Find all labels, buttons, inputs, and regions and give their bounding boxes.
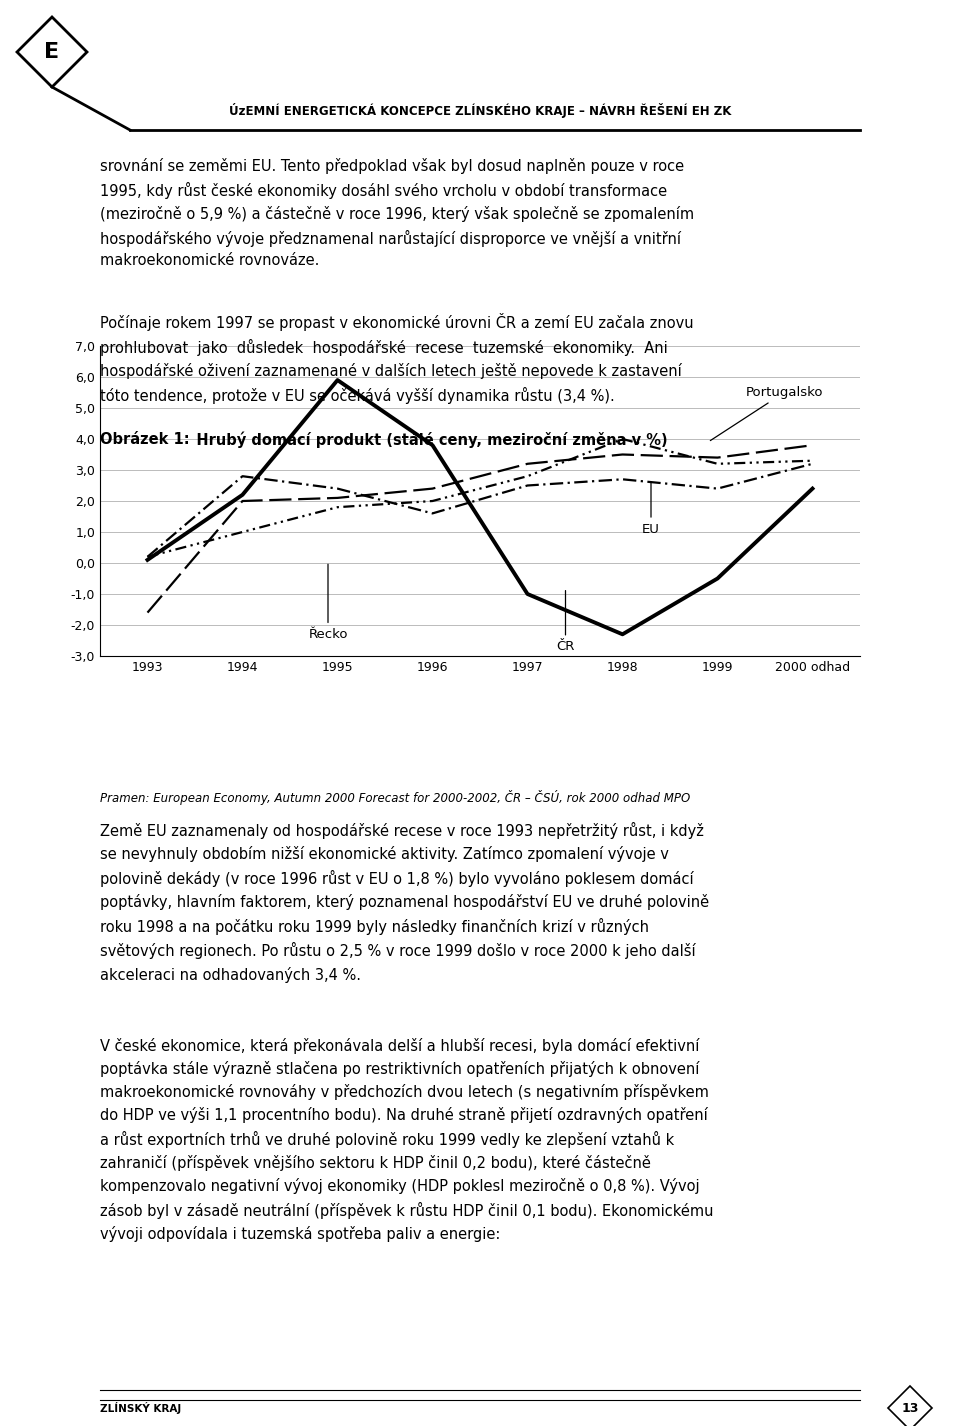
Text: srovnání se zeměmi EU. Tento předpoklad však byl dosud naplněn pouze v roce
1995: srovnání se zeměmi EU. Tento předpoklad … bbox=[100, 158, 694, 268]
Text: ÚzEMNÍ ENERGETICKÁ KONCEPCE ZLÍNSKÉHO KRAJE – NÁVRH ŘEŠENÍ EH ZK: ÚzEMNÍ ENERGETICKÁ KONCEPCE ZLÍNSKÉHO KR… bbox=[228, 103, 732, 118]
Polygon shape bbox=[888, 1386, 932, 1426]
Text: Řecko: Řecko bbox=[308, 565, 348, 642]
Text: Země EU zaznamenaly od hospodářské recese v roce 1993 nepřetržitý růst, i když
s: Země EU zaznamenaly od hospodářské reces… bbox=[100, 821, 709, 983]
Text: Obrázek 1:: Obrázek 1: bbox=[100, 432, 189, 446]
Text: Portugalsko: Portugalsko bbox=[710, 385, 824, 441]
Text: ČR: ČR bbox=[556, 590, 575, 653]
Polygon shape bbox=[17, 17, 87, 87]
Text: V české ekonomice, která překonávala delší a hlubší recesi, byla domácí efektivn: V české ekonomice, která překonávala del… bbox=[100, 1038, 713, 1242]
Text: E: E bbox=[44, 41, 60, 61]
Text: EU: EU bbox=[642, 482, 660, 536]
Text: Hrubý domácí produkt (stálé ceny, meziroční změna v %): Hrubý domácí produkt (stálé ceny, meziro… bbox=[181, 432, 668, 449]
Text: Počínaje rokem 1997 se propast v ekonomické úrovni ČR a zemí EU začala znovu
pro: Počínaje rokem 1997 se propast v ekonomi… bbox=[100, 312, 693, 404]
Text: 13: 13 bbox=[901, 1402, 919, 1415]
Text: Pramen: European Economy, Autumn 2000 Forecast for 2000-2002, ČR – ČSÚ, rok 2000: Pramen: European Economy, Autumn 2000 Fo… bbox=[100, 790, 690, 806]
Text: ZLÍNSKÝ KRAJ: ZLÍNSKÝ KRAJ bbox=[100, 1402, 181, 1415]
